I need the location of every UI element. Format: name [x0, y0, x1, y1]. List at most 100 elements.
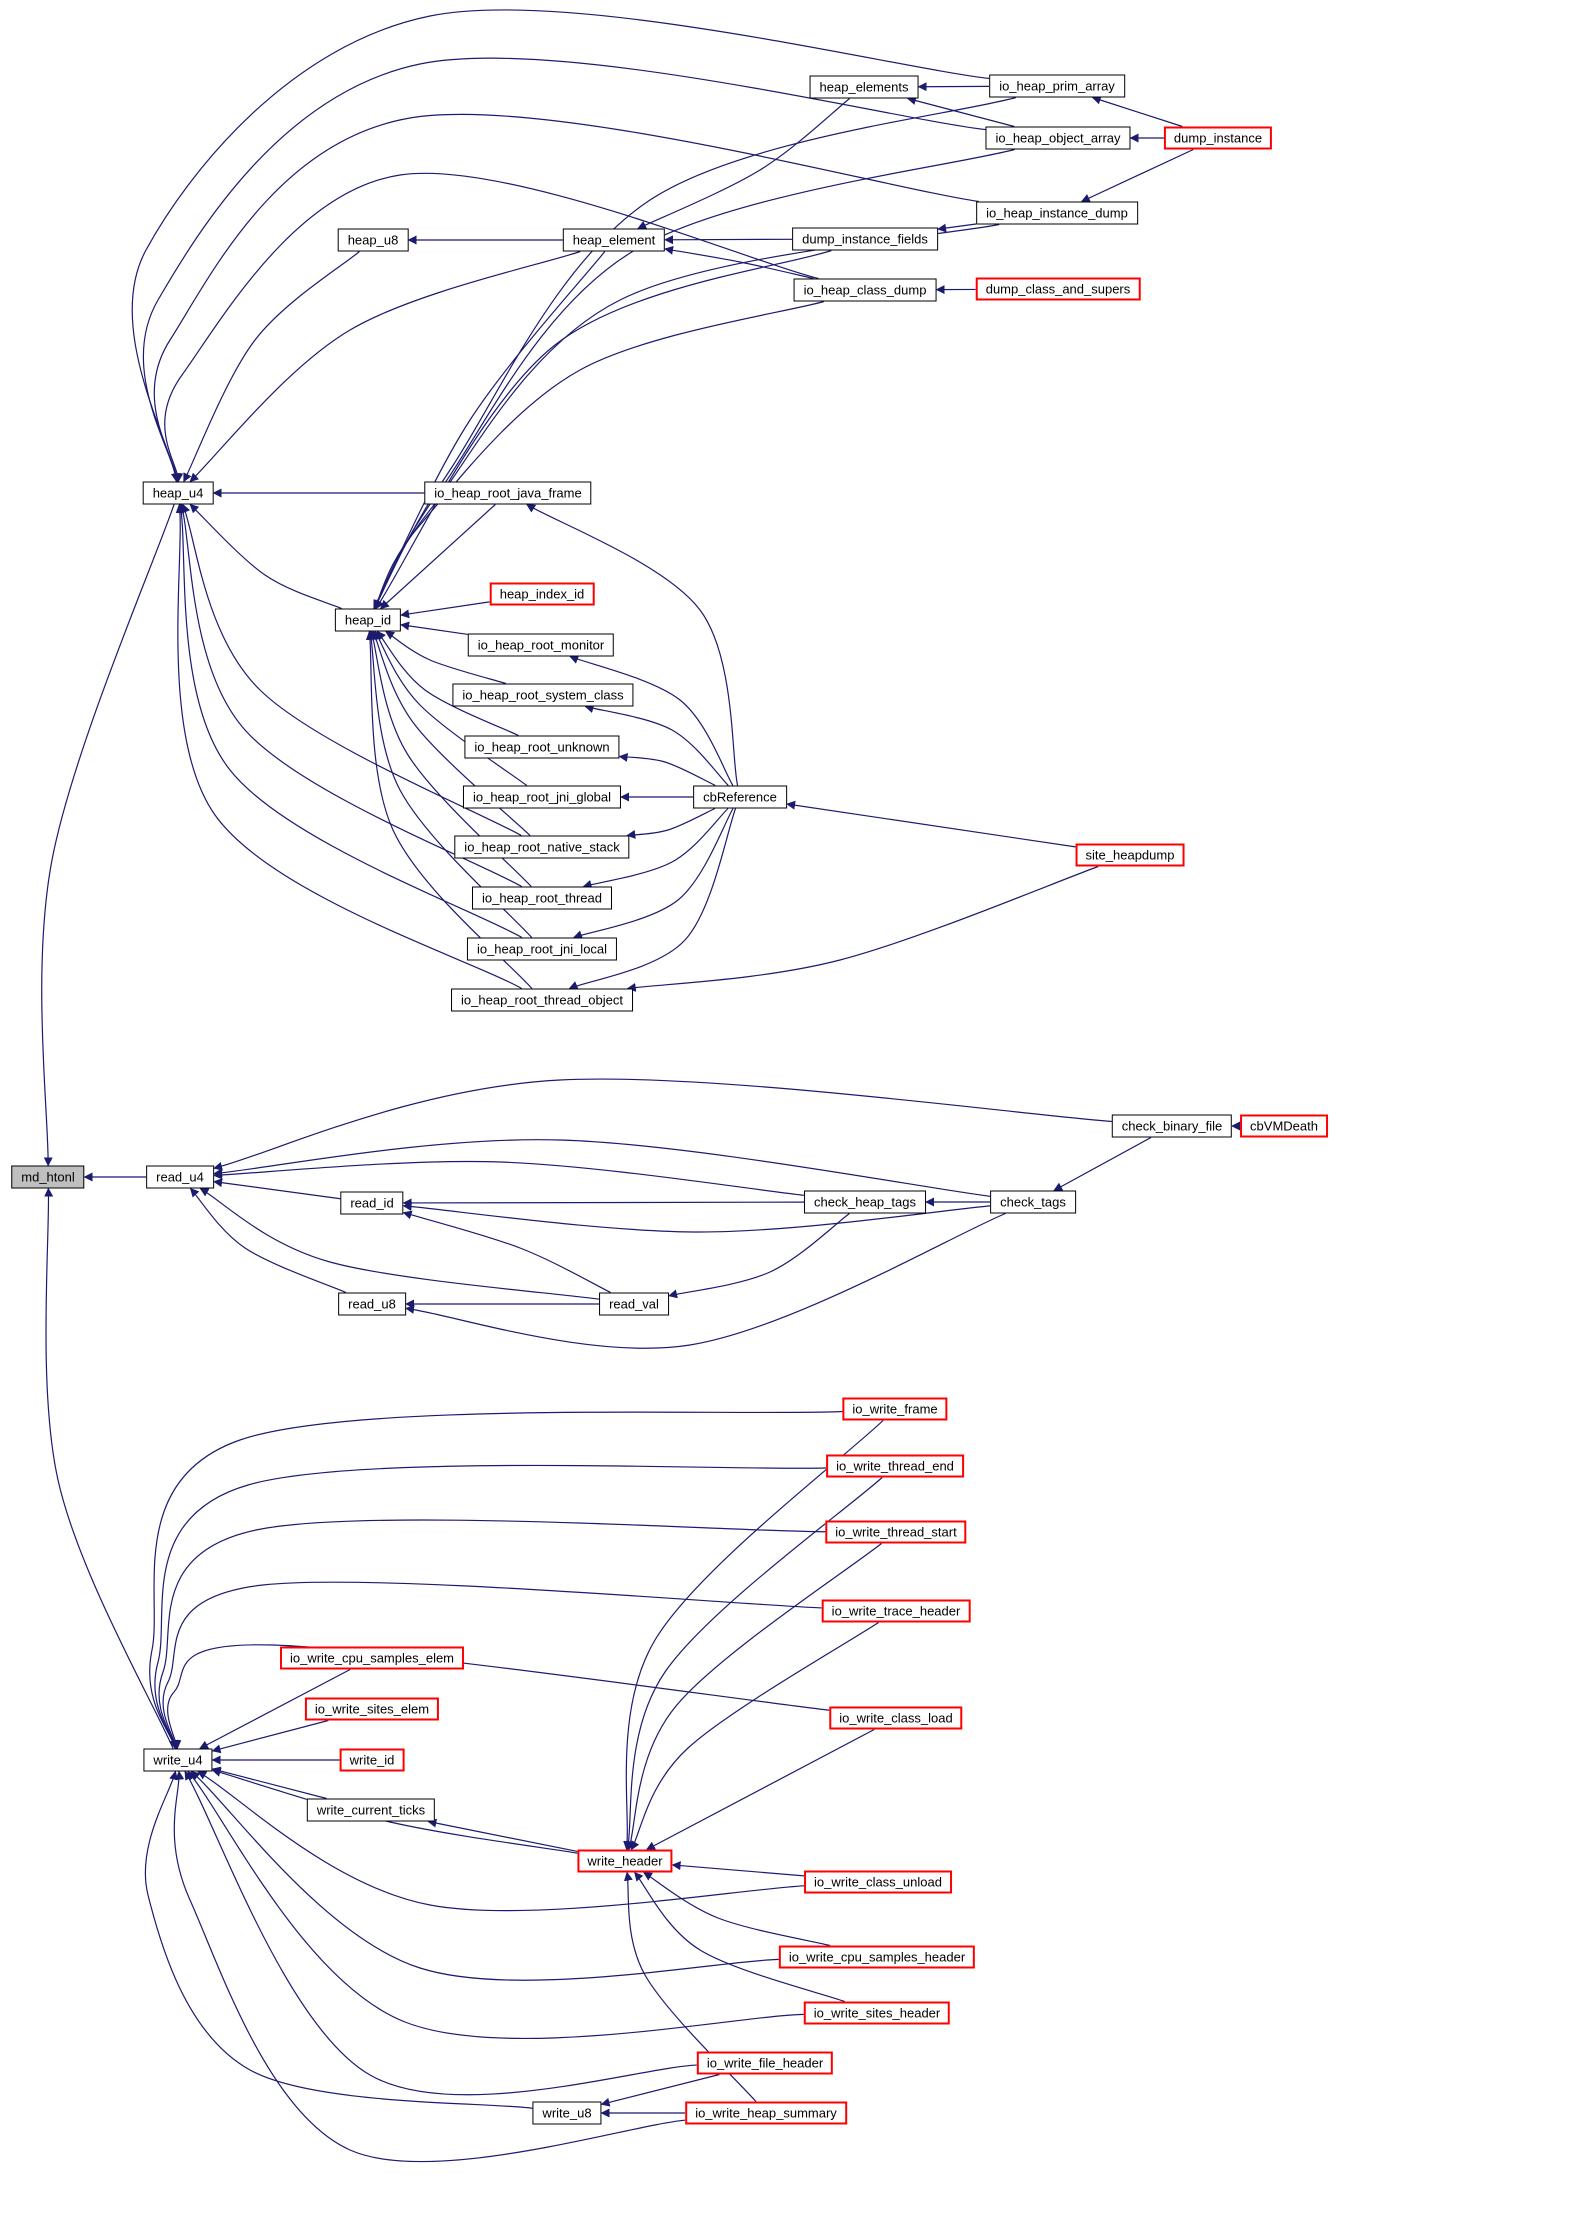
edge-io_heap_root_system_class-to-heap_id — [385, 630, 507, 685]
node-io_heap_root_thread[interactable]: io_heap_root_thread — [472, 886, 612, 910]
node-io_write_frame[interactable]: io_write_frame — [842, 1397, 948, 1421]
node-site_heapdump[interactable]: site_heapdump — [1075, 843, 1185, 867]
node-io_write_thread_start[interactable]: io_write_thread_start — [825, 1520, 967, 1544]
edge-io_heap_instance_dump-to-heap_u4 — [153, 113, 979, 483]
edge-io_heap_root_native_stack-to-heap_u4 — [181, 503, 522, 837]
node-io_heap_root_unknown[interactable]: io_heap_root_unknown — [464, 735, 620, 759]
node-read_id[interactable]: read_id — [340, 1191, 404, 1215]
node-write_current_ticks[interactable]: write_current_ticks — [306, 1798, 436, 1822]
node-heap_index_id[interactable]: heap_index_id — [489, 582, 595, 606]
edge-io_heap_root_unknown-to-heap_id — [376, 630, 519, 737]
node-io_write_class_load[interactable]: io_write_class_load — [829, 1706, 963, 1730]
node-io_write_cpu_samples_header[interactable]: io_write_cpu_samples_header — [778, 1945, 976, 1969]
node-md_htonl: md_htonl — [11, 1165, 85, 1189]
edge-io_write_sites_header-to-write_header — [634, 1871, 845, 2003]
edge-cbReference-to-io_heap_root_jni_local — [573, 808, 734, 939]
node-write_u4[interactable]: write_u4 — [143, 1748, 213, 1772]
edge-io_heap_root_jni_local-to-heap_u4 — [177, 503, 523, 939]
edge-cbReference-to-io_heap_root_native_stack — [626, 807, 716, 839]
edge-write_header-to-write_u4 — [211, 1768, 578, 1854]
node-dump_instance_fields[interactable]: dump_instance_fields — [792, 227, 938, 251]
node-write_header[interactable]: write_header — [577, 1849, 673, 1873]
edge-heap_u8-to-heap_u4 — [183, 251, 360, 483]
edge-io_heap_class_dump-to-heap_u4 — [164, 172, 819, 483]
node-io_write_heap_summary[interactable]: io_write_heap_summary — [685, 2101, 847, 2125]
node-io_heap_root_jni_global[interactable]: io_heap_root_jni_global — [462, 785, 622, 809]
edge-io_write_file_header-to-write_u8 — [600, 2073, 720, 2107]
edge-io_write_class_load-to-write_u4 — [167, 1644, 830, 1750]
node-check_tags[interactable]: check_tags — [990, 1190, 1076, 1214]
node-io_heap_class_dump[interactable]: io_heap_class_dump — [793, 278, 937, 302]
node-read_u4[interactable]: read_u4 — [146, 1165, 214, 1189]
node-io_heap_object_array[interactable]: io_heap_object_array — [985, 126, 1131, 150]
node-read_val[interactable]: read_val — [599, 1292, 669, 1316]
edge-io_write_thread_start-to-write_u4 — [158, 1519, 826, 1750]
edge-check_heap_tags-to-read_val — [668, 1213, 850, 1299]
node-check_binary_file[interactable]: check_binary_file — [1111, 1114, 1233, 1138]
node-dump_class_and_supers[interactable]: dump_class_and_supers — [975, 277, 1141, 301]
edge-io_write_cpu_samples_header-to-write_u4 — [190, 1770, 780, 1981]
node-io_write_sites_header[interactable]: io_write_sites_header — [803, 2001, 951, 2025]
node-cbVMDeath[interactable]: cbVMDeath — [1240, 1114, 1328, 1138]
edge-check_tags-to-read_u4 — [213, 1139, 991, 1197]
edge-heap_index_id-to-heap_id — [400, 601, 490, 619]
node-io_write_trace_header[interactable]: io_write_trace_header — [821, 1599, 971, 1623]
edge-io_heap_class_dump-to-heap_id — [373, 300, 825, 610]
node-heap_u4[interactable]: heap_u4 — [142, 481, 214, 505]
node-heap_id[interactable]: heap_id — [334, 608, 402, 632]
node-io_write_cpu_samples_elem[interactable]: io_write_cpu_samples_elem — [279, 1646, 465, 1670]
edge-check_tags-to-read_u8 — [405, 1212, 1006, 1349]
edge-cbReference-to-io_heap_root_java_frame — [526, 503, 739, 786]
node-read_u8[interactable]: read_u8 — [338, 1292, 406, 1316]
edge-io_heap_object_array-to-heap_elements — [906, 96, 1015, 128]
edge-io_heap_root_monitor-to-heap_id — [400, 621, 469, 636]
node-io_write_thread_end[interactable]: io_write_thread_end — [826, 1454, 964, 1478]
node-io_write_file_header[interactable]: io_write_file_header — [696, 2051, 834, 2075]
edge-check_heap_tags-to-read_id — [402, 1198, 805, 1208]
edge-check_tags-to-read_id — [402, 1202, 991, 1233]
edge-cbReference-to-io_heap_root_system_class — [584, 704, 729, 786]
node-write_u8[interactable]: write_u8 — [532, 2101, 602, 2125]
edge-io_heap_prim_array-to-heap_id — [373, 96, 1017, 610]
node-io_heap_root_thread_object[interactable]: io_heap_root_thread_object — [451, 988, 633, 1012]
edge-cbReference-to-io_heap_root_unknown — [618, 752, 716, 787]
edge-io_heap_root_jni_global-to-heap_id — [374, 630, 528, 786]
node-heap_u8[interactable]: heap_u8 — [337, 228, 409, 252]
edge-io_heap_class_dump-to-heap_element — [664, 245, 814, 280]
node-io_write_class_unload[interactable]: io_write_class_unload — [804, 1870, 952, 1894]
edge-io_heap_root_java_frame-to-heap_id — [380, 504, 496, 610]
edge-io_heap_instance_dump-to-dump_instance_fields — [937, 223, 977, 233]
edge-read_val-to-read_id — [402, 1210, 611, 1294]
edge-io_write_thread_end-to-write_header — [624, 1477, 883, 1851]
node-dump_instance[interactable]: dump_instance — [1163, 126, 1273, 150]
edge-dump_instance-to-io_heap_instance_dump — [1080, 148, 1194, 203]
edge-check_binary_file-to-read_u4 — [213, 1078, 1113, 1171]
edge-io_write_file_header-to-write_u4 — [184, 1770, 698, 2096]
edge-io_write_frame-to-write_u4 — [149, 1410, 843, 1750]
edge-heap_elements-to-heap_element — [637, 98, 850, 230]
edge-read_val-to-read_u4 — [199, 1187, 600, 1300]
edge-io_write_trace_header-to-write_header — [630, 1621, 879, 1851]
node-io_heap_root_java_frame[interactable]: io_heap_root_java_frame — [424, 481, 592, 505]
edge-io_heap_prim_array-to-heap_u4 — [131, 9, 990, 483]
edge-heap_id-to-heap_u4 — [189, 503, 342, 610]
edge-read_id-to-read_u4 — [213, 1178, 341, 1200]
node-cbReference[interactable]: cbReference — [693, 785, 787, 809]
node-io_heap_prim_array[interactable]: io_heap_prim_array — [989, 74, 1125, 98]
node-check_heap_tags[interactable]: check_heap_tags — [804, 1190, 926, 1214]
edge-io_write_frame-to-write_header — [623, 1420, 884, 1851]
edge-cbReference-to-io_heap_root_thread_object — [568, 808, 737, 990]
node-io_heap_root_monitor[interactable]: io_heap_root_monitor — [467, 633, 615, 657]
node-io_heap_root_system_class[interactable]: io_heap_root_system_class — [452, 683, 634, 707]
node-write_id[interactable]: write_id — [339, 1748, 405, 1772]
node-heap_element[interactable]: heap_element — [562, 228, 666, 252]
node-io_write_sites_elem[interactable]: io_write_sites_elem — [304, 1697, 440, 1721]
node-io_heap_root_native_stack[interactable]: io_heap_root_native_stack — [454, 835, 630, 859]
node-heap_elements[interactable]: heap_elements — [809, 75, 919, 99]
edge-check_binary_file-to-check_tags — [1053, 1136, 1152, 1192]
node-io_heap_instance_dump[interactable]: io_heap_instance_dump — [976, 201, 1138, 225]
node-io_heap_root_jni_local[interactable]: io_heap_root_jni_local — [466, 937, 618, 961]
edge-io_write_class_load-to-write_header — [645, 1728, 875, 1851]
